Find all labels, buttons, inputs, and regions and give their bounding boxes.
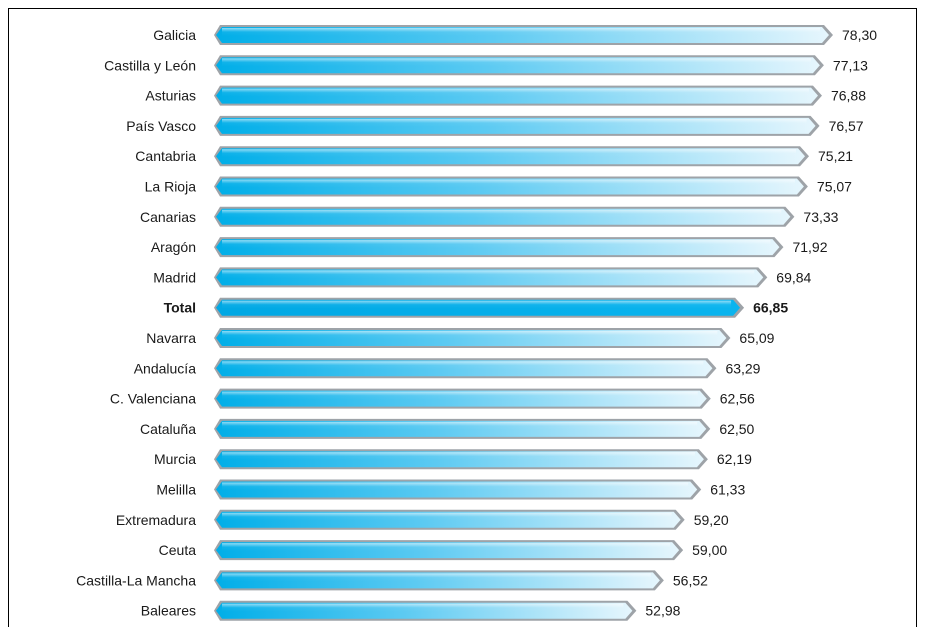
bar-row: Galicia 78,30 [153, 25, 877, 45]
bar-gloss [222, 482, 689, 491]
category-label: Cataluña [140, 421, 196, 437]
value-label: 56,52 [673, 572, 708, 588]
value-label: 52,98 [645, 603, 680, 619]
value-label: 66,85 [753, 300, 788, 316]
bar-gloss [222, 603, 624, 612]
category-label: Murcia [154, 451, 196, 467]
value-label: 62,56 [720, 391, 755, 407]
value-label: 76,57 [829, 118, 864, 134]
bar-gloss [222, 28, 820, 36]
category-label: Extremadura [116, 512, 196, 528]
bar-row: Baleares 52,98 [141, 600, 681, 621]
category-label: País Vasco [126, 118, 196, 134]
value-label: 62,19 [717, 451, 752, 467]
bar-gloss [222, 270, 755, 279]
category-label: Canarias [140, 209, 196, 225]
bar-gloss [222, 300, 732, 309]
category-label: Navarra [146, 330, 196, 346]
bar-row: Melilla 61,33 [156, 479, 745, 500]
bar-gloss [222, 391, 698, 400]
value-label: 75,07 [817, 179, 852, 195]
category-label: Baleares [141, 603, 196, 619]
bar-row: Navarra 65,09 [146, 328, 775, 348]
value-label: 78,30 [842, 27, 877, 43]
bar-row: Total 66,85 [164, 297, 788, 318]
bar-row: Murcia 62,19 [154, 449, 752, 470]
category-label: Melilla [156, 482, 196, 498]
value-label: 73,33 [803, 209, 838, 225]
value-label: 77,13 [833, 57, 868, 73]
value-label: 76,88 [831, 88, 866, 104]
value-label: 63,29 [725, 360, 760, 376]
bar-gloss [222, 179, 795, 188]
category-label: La Rioja [145, 179, 197, 195]
bars-layer: Galicia 78,30 Castilla y León 77,13 Asturias… [76, 25, 877, 621]
bar-row: Aragón 71,92 [151, 237, 828, 258]
bar-row: Cantabria 75,21 [135, 146, 853, 167]
bar-row: Asturias 76,88 [145, 85, 866, 106]
bar-row: Madrid 69,84 [153, 267, 812, 288]
value-label: 62,50 [719, 421, 754, 437]
bar-row: Extremadura 59,20 [116, 509, 729, 530]
category-label: Castilla-La Mancha [76, 572, 196, 588]
value-label: 61,33 [710, 482, 745, 498]
bar-gloss [222, 209, 782, 218]
value-label: 69,84 [776, 269, 811, 285]
value-label: 59,00 [692, 542, 727, 558]
bar-row: Canarias 73,33 [140, 206, 839, 227]
category-label: Andalucía [134, 360, 196, 376]
value-label: 75,21 [818, 148, 853, 164]
bar-gloss [222, 512, 672, 521]
category-label: C. Valenciana [110, 391, 196, 407]
value-label: 71,92 [792, 239, 827, 255]
category-label: Madrid [153, 269, 196, 285]
category-label: Cantabria [135, 148, 196, 164]
bar-gloss [222, 240, 771, 249]
bar-row: La Rioja 75,07 [145, 176, 852, 197]
bar-gloss [222, 331, 718, 339]
bar-gloss [222, 88, 809, 97]
bar-gloss [222, 58, 811, 67]
bar-row: Castilla y León 77,13 [104, 55, 868, 76]
bar-row: C. Valenciana 62,56 [110, 388, 755, 409]
category-label: Aragón [151, 239, 196, 255]
category-label: Galicia [153, 27, 196, 43]
bar-gloss [222, 149, 797, 158]
bar-row: Castilla-La Mancha 56,52 [76, 570, 708, 591]
category-label: Total [164, 300, 196, 316]
bar-gloss [222, 452, 695, 461]
category-label: Castilla y León [104, 57, 196, 73]
bar-gloss [222, 543, 671, 552]
category-label: Ceuta [159, 542, 197, 558]
bar-row: Andalucía 63,29 [134, 358, 761, 379]
bar-row: País Vasco 76,57 [126, 115, 864, 136]
bar-row: Ceuta 59,00 [159, 540, 727, 561]
bar-gloss [222, 421, 698, 430]
bar-gloss [222, 118, 807, 127]
category-label: Asturias [145, 88, 196, 104]
value-label: 65,09 [739, 330, 774, 346]
value-label: 59,20 [694, 512, 729, 528]
bar-gloss [222, 361, 704, 370]
bar-gloss [222, 573, 651, 582]
bar-row: Cataluña 62,50 [140, 418, 755, 439]
chart-frame [8, 8, 917, 627]
